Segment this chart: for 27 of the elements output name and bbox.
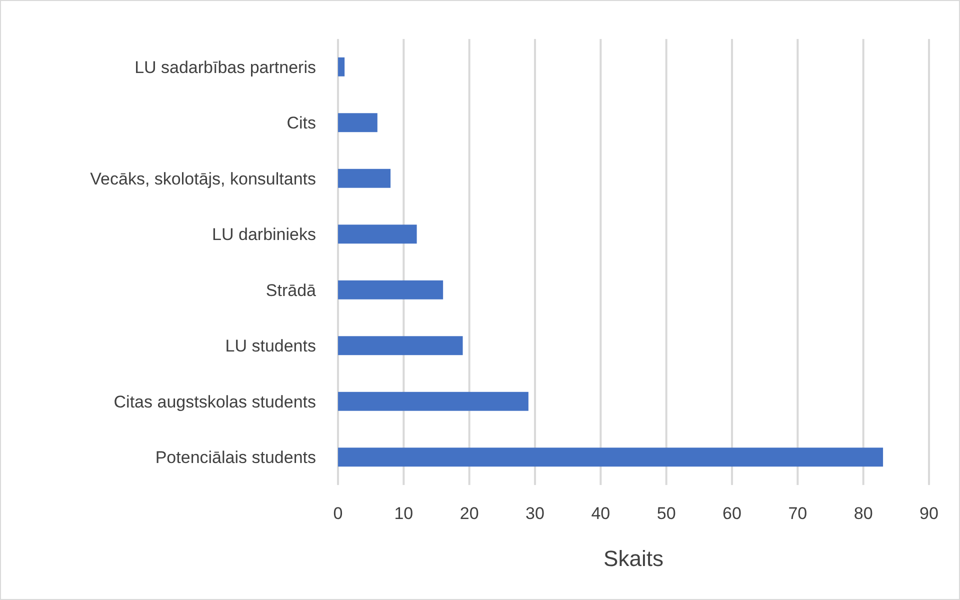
bar (338, 168, 391, 188)
y-tick-label: Cits (286, 114, 316, 133)
x-tick-label: 30 (526, 504, 544, 523)
y-tick-label: Vecāks, skolotājs, konsultants (90, 169, 316, 188)
y-tick-label: Potenciālais students (155, 448, 316, 468)
x-tick-label: 60 (722, 504, 742, 523)
y-tick-label: LU darbinieks (212, 225, 316, 244)
y-tick-label: Strādā (266, 280, 317, 300)
bar (338, 448, 884, 467)
bar (338, 336, 463, 356)
x-tick-label: 70 (788, 504, 808, 523)
bar (338, 280, 444, 300)
bar (338, 392, 528, 411)
y-tick-label: LU students (225, 336, 316, 356)
x-tick-label: 40 (591, 504, 610, 523)
bar (338, 224, 417, 244)
x-tick-label: 20 (460, 504, 479, 523)
y-tick-label: Citas augstskolas students (114, 392, 316, 412)
x-axis-title: Skaits (604, 546, 664, 571)
x-tick-label: 80 (854, 504, 873, 523)
y-tick-label: LU sadarbības partneris (134, 58, 316, 77)
bar (338, 57, 345, 76)
x-tick-label: 0 (333, 504, 343, 523)
x-tick-label: 10 (394, 504, 414, 523)
bar (338, 113, 378, 132)
x-tick-label: 90 (920, 504, 938, 523)
x-tick-label: 50 (656, 504, 676, 523)
